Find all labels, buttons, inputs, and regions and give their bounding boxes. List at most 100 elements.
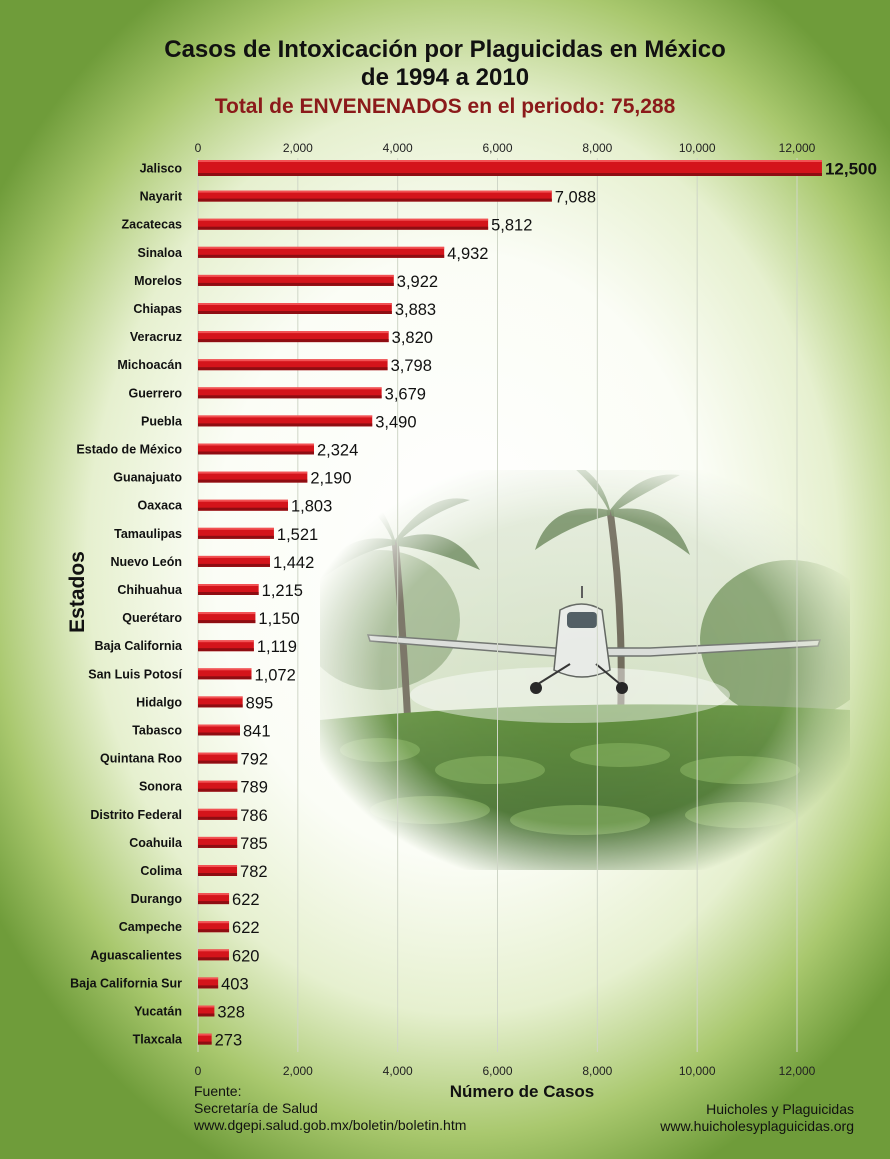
value-label: 1,072: [255, 666, 296, 684]
value-label: 1,119: [257, 638, 297, 656]
value-label: 3,798: [391, 357, 432, 375]
bottom-tick-label: 12,000: [779, 1064, 816, 1078]
value-label: 3,820: [392, 329, 433, 347]
top-tick-label: 6,000: [482, 141, 512, 155]
value-label: 3,490: [375, 413, 416, 431]
category-label: Baja California: [94, 639, 183, 653]
category-label: Guerrero: [129, 386, 183, 400]
bar: [198, 780, 238, 792]
bars: [198, 160, 822, 1045]
bar: [198, 584, 259, 595]
source-heading: Fuente:: [194, 1083, 242, 1099]
category-label: Chihuahua: [117, 583, 183, 597]
bar: [198, 949, 229, 961]
value-label: 12,500: [825, 160, 877, 179]
value-label: 3,883: [395, 301, 436, 319]
airplane-illustration: [366, 586, 822, 694]
source-org: Secretaría de Salud: [194, 1100, 318, 1116]
bar: [198, 921, 230, 933]
category-label: Puebla: [141, 414, 183, 428]
value-label: 1,803: [291, 498, 332, 516]
grid: [197, 158, 798, 1052]
top-tick-label: 8,000: [582, 141, 612, 155]
category-labels: Jalisco Nayarit Zacatecas Sinaloa Morelos Chi…: [70, 162, 183, 1047]
top-axis-ticks: 0 2,000 4,000 6,000 8,000 10,000 12,000: [195, 141, 816, 155]
bar: [198, 1005, 215, 1017]
bar: [198, 303, 392, 314]
value-label: 2,324: [317, 442, 358, 460]
value-label: 895: [246, 694, 274, 712]
bottom-axis-ticks: 0 2,000 4,000 6,000 8,000 10,000 12,000: [195, 1064, 816, 1078]
source-note: Fuente: Secretaría de Salud www.dgepi.sa…: [194, 1083, 466, 1134]
value-label: 622: [232, 891, 260, 909]
bar: [198, 246, 445, 258]
value-label: 622: [232, 919, 260, 937]
bar: [198, 387, 382, 399]
category-label: Veracruz: [130, 330, 182, 344]
bar: [198, 893, 230, 905]
top-tick-label: 2,000: [283, 141, 313, 155]
bar: [198, 808, 238, 820]
category-label: Nuevo León: [110, 555, 182, 569]
category-label: Coahuila: [129, 836, 183, 850]
category-label: Jalisco: [140, 162, 183, 176]
credit-url[interactable]: www.huicholesyplaguicidas.org: [660, 1118, 854, 1134]
value-label: 3,679: [385, 385, 426, 403]
value-label: 789: [240, 779, 268, 797]
category-label: Sonora: [139, 780, 183, 794]
category-label: Aguascalientes: [90, 948, 182, 962]
bottom-tick-label: 0: [195, 1064, 202, 1078]
value-label: 1,442: [273, 554, 314, 572]
bar: [198, 555, 270, 567]
bottom-tick-label: 4,000: [383, 1064, 413, 1078]
bar: [198, 668, 252, 680]
category-label: Baja California Sur: [70, 976, 182, 990]
value-label: 782: [240, 863, 268, 881]
category-label: Colima: [140, 864, 183, 878]
value-label: 1,215: [262, 582, 303, 600]
value-label: 273: [215, 1032, 243, 1050]
category-label: Tamaulipas: [114, 527, 182, 541]
value-label: 1,521: [277, 526, 318, 544]
category-label: Sinaloa: [138, 246, 184, 260]
category-label: Yucatán: [134, 1005, 182, 1019]
category-label: Tabasco: [132, 724, 182, 738]
value-label: 2,190: [310, 470, 351, 488]
value-label: 7,088: [555, 189, 596, 207]
bar: [198, 640, 254, 652]
bar: [198, 160, 822, 176]
category-label: Michoacán: [117, 358, 182, 372]
category-label: Chiapas: [133, 302, 182, 316]
bar: [198, 190, 552, 202]
value-label: 1,150: [258, 610, 299, 628]
category-label: Tlaxcala: [133, 1033, 183, 1047]
value-label: 785: [240, 835, 268, 853]
category-label: Morelos: [134, 274, 182, 288]
category-label: Distrito Federal: [90, 808, 182, 822]
bar: [198, 415, 373, 427]
credit-name: Huicholes y Plaguicidas: [706, 1101, 854, 1117]
chart-titles: Casos de Intoxicación por Plaguicidas en…: [0, 36, 890, 120]
bar: [198, 527, 274, 539]
category-label: Quintana Roo: [100, 752, 182, 766]
value-label: 328: [217, 1004, 245, 1022]
value-label: 792: [241, 751, 269, 769]
bar: [198, 696, 243, 708]
chart-subtitle: Total de ENVENENADOS en el periodo: 75,2…: [214, 95, 676, 118]
bar: [198, 836, 238, 848]
credit-note: Huicholes y Plaguicidas www.huicholesypl…: [660, 1101, 854, 1135]
x-axis-label: Número de Casos: [450, 1082, 595, 1101]
category-label: Nayarit: [140, 190, 183, 204]
top-tick-label: 0: [195, 141, 202, 155]
bar: [198, 865, 238, 876]
bar: [198, 471, 308, 483]
bar: [198, 752, 238, 764]
bar: [198, 331, 389, 343]
value-label: 841: [243, 723, 271, 741]
chart-title-line2: de 1994 a 2010: [360, 64, 530, 91]
top-tick-label: 10,000: [679, 141, 716, 155]
category-label: Hidalgo: [136, 695, 182, 709]
category-label: Zacatecas: [122, 218, 183, 232]
source-url[interactable]: www.dgepi.salud.gob.mx/boletin/boletin.h…: [194, 1117, 467, 1133]
